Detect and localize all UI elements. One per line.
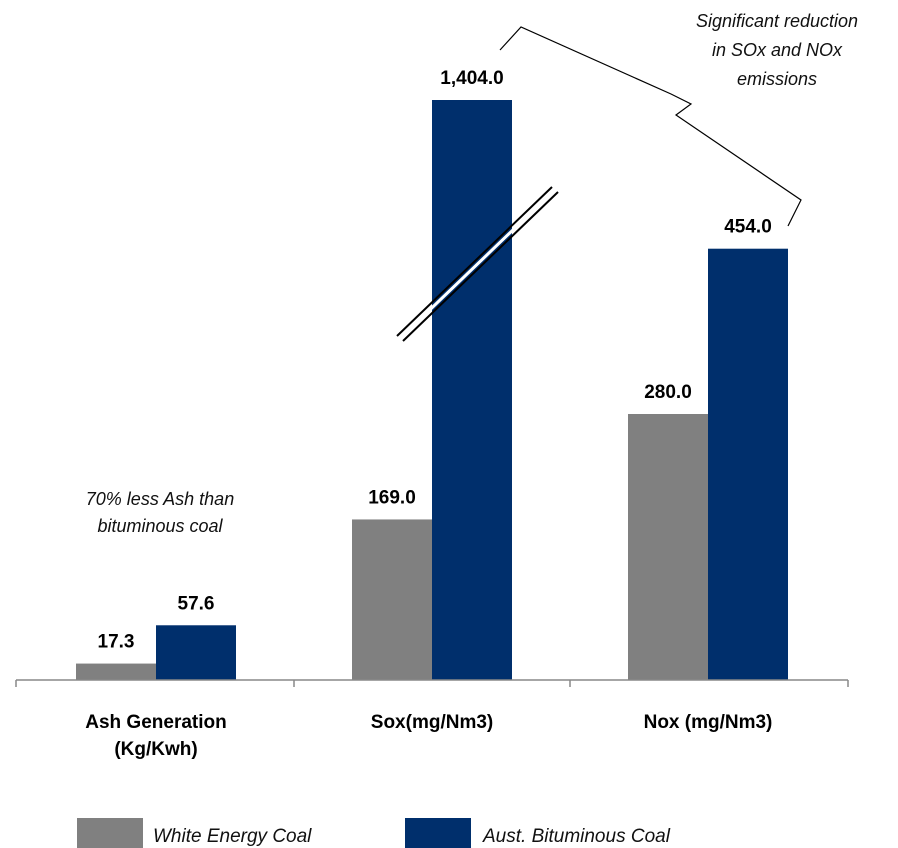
annotation-emissions: Significant reduction: [696, 11, 858, 31]
annotation-emissions: in SOx and NOx: [712, 40, 843, 60]
x-tick-label: Nox (mg/Nm3): [644, 712, 773, 733]
break-gap: [398, 188, 557, 340]
x-tick-label: (Kg/Kwh): [114, 739, 197, 760]
data-label: 17.3: [98, 632, 135, 653]
annotation-emissions: emissions: [737, 69, 817, 89]
break-line: [402, 191, 559, 342]
data-label: 1,404.0: [440, 68, 503, 89]
x-tick-label: Ash Generation: [85, 712, 226, 733]
break-line: [396, 186, 553, 337]
bar-aust-bituminous-coal-0: [156, 625, 236, 680]
annotation-brace: [499, 26, 802, 227]
bar-aust-bituminous-coal-1: [432, 100, 512, 680]
annotation-ash: bituminous coal: [97, 516, 223, 536]
legend-swatch: [405, 818, 471, 848]
annotation-ash: 70% less Ash than: [86, 489, 234, 509]
x-tick-label: Sox(mg/Nm3): [371, 712, 493, 733]
legend-swatch: [77, 818, 143, 848]
bar-white-energy-coal-0: [76, 663, 156, 680]
legend-label: White Energy Coal: [153, 826, 312, 847]
bar-white-energy-coal-2: [628, 414, 708, 680]
data-label: 169.0: [368, 487, 416, 508]
legend-label: Aust. Bituminous Coal: [482, 826, 671, 847]
bar-white-energy-coal-1: [352, 519, 432, 680]
data-label: 454.0: [724, 217, 772, 238]
data-label: 57.6: [178, 593, 215, 614]
axis-break-mark: [396, 186, 559, 342]
legend: White Energy Coal Aust. Bituminous Coal: [77, 818, 671, 848]
data-label: 280.0: [644, 382, 692, 403]
bar-aust-bituminous-coal-2: [708, 248, 788, 680]
